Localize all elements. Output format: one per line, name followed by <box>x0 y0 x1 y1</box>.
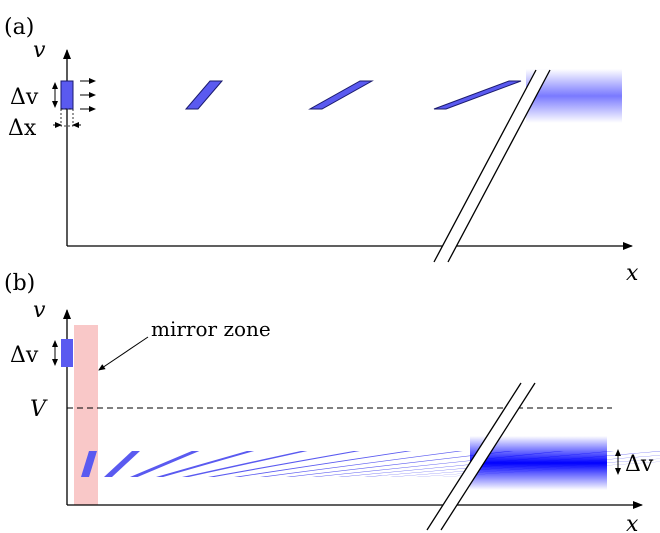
panel-a-axis-break-gap <box>434 70 550 262</box>
panel-b-initial-blob <box>61 339 73 367</box>
panel-b: (b) v x V Δv mirror zone Δv <box>4 271 660 533</box>
panel-a-label: (a) <box>4 15 34 40</box>
panel-b-x-axis-label: x <box>626 512 639 533</box>
filament <box>104 451 140 477</box>
filament <box>208 451 360 477</box>
panel-b-v-level: V <box>30 397 48 422</box>
filament <box>234 451 412 477</box>
blob-width-guide <box>60 108 74 127</box>
panel-b-axis-break-right <box>440 382 536 531</box>
panel-a-x-axis-label: x <box>626 261 639 286</box>
panel-b-axis-break-left <box>426 382 522 531</box>
mirror-zone-pointer <box>98 336 149 371</box>
filament <box>182 451 308 477</box>
mirror-zone-band <box>74 325 98 505</box>
sheared-blob-3 <box>433 80 522 110</box>
panel-b-label: (b) <box>4 271 35 296</box>
panel-b-delta-v-right: Δv <box>625 452 654 477</box>
reflected-blob <box>81 451 97 477</box>
panel-b-axis-break-gap <box>427 383 535 530</box>
filament <box>260 451 463 477</box>
panel-a-delta-v: Δv <box>10 85 39 110</box>
panel-a: (a) v x Δv Δx <box>4 15 639 286</box>
panel-b-delta-v-left: Δv <box>10 343 39 368</box>
filament <box>156 451 255 477</box>
panel-a-y-axis-label: v <box>33 38 46 63</box>
panel-a-delta-x: Δx <box>8 116 37 141</box>
filament <box>130 451 200 477</box>
sheared-blob-2 <box>308 80 374 110</box>
panel-a-axis-break-left <box>433 69 537 263</box>
filament <box>286 451 514 477</box>
mirror-zone-label: mirror zone <box>151 317 271 341</box>
sheared-blob-1 <box>184 80 224 110</box>
panel-a-axis-break-right <box>447 69 551 263</box>
panel-b-y-axis-label: v <box>33 298 46 323</box>
initial-blob <box>60 80 74 110</box>
